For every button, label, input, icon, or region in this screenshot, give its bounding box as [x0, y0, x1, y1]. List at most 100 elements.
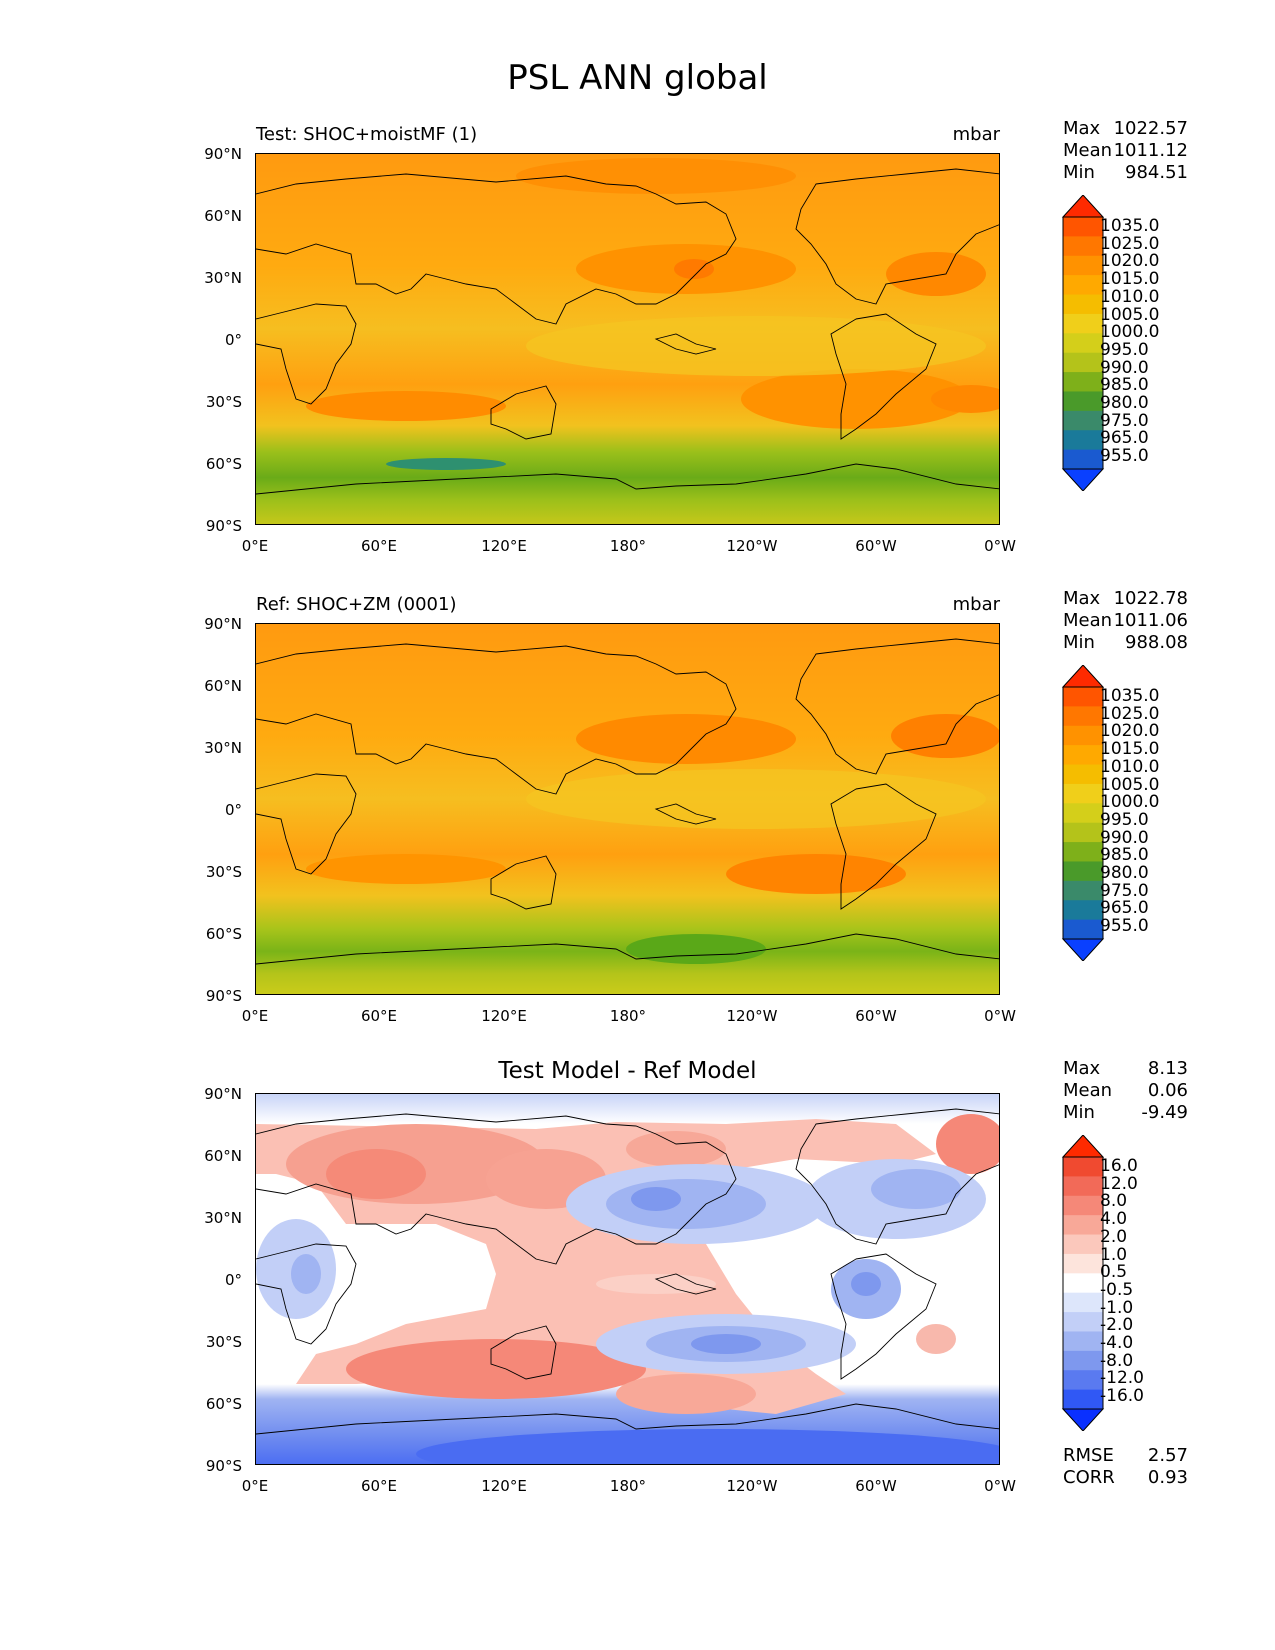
stat-label: Max: [1063, 118, 1101, 139]
colorbar-swatch: [1063, 842, 1103, 862]
lon-tick: 60°W: [855, 1007, 897, 1025]
colorbar-tick-label: 980.0: [1100, 393, 1149, 414]
lat-tick: 90°N: [204, 1085, 242, 1103]
lat-tick: 30°N: [204, 269, 242, 287]
colorbar-swatch: [1063, 1157, 1103, 1177]
colorbar-swatch: [1063, 1215, 1103, 1236]
lat-tick: 60°S: [205, 925, 242, 943]
test-colorbar-labels: 1035.0 1025.0 1020.0 1015.0 1010.0 1005.0 1000…: [1100, 216, 1160, 467]
lon-tick: 120°W: [726, 537, 778, 555]
stat-value: -9.49: [1141, 1102, 1188, 1123]
ref-colorbar: [1060, 664, 1106, 965]
colorbar-swatch: [1063, 313, 1103, 334]
metric-value: 0.93: [1147, 1467, 1188, 1488]
colorbar-swatch: [1063, 1176, 1103, 1197]
colorbar-swatch: [1063, 764, 1103, 785]
colorbar-tick-label: 1015.0: [1100, 739, 1160, 760]
colorbar-swatch: [1063, 706, 1103, 727]
test-map-field: [256, 154, 999, 524]
colorbar-swatch: [1063, 1195, 1103, 1216]
colorbar-swatch: [1063, 687, 1103, 707]
colorbar-swatch: [1063, 1273, 1103, 1294]
colorbar-extension-min: [1061, 1408, 1105, 1432]
lat-tick: 90°S: [205, 517, 242, 535]
colorbar-frame: [1062, 216, 1104, 470]
stat-value: 1011.12: [1113, 140, 1188, 161]
colorbar-frame: [1062, 686, 1104, 940]
colorbar-extension-min: [1061, 938, 1105, 962]
colorbar-tick-label: 1035.0: [1100, 686, 1160, 706]
colorbar-tick-label: 2.0: [1100, 1226, 1128, 1247]
diff-colorbar: [1060, 1134, 1106, 1435]
colorbar-swatch: [1063, 217, 1103, 237]
colorbar-tick-label: 0.5: [1100, 1262, 1128, 1283]
lat-tick: 30°S: [205, 1333, 242, 1351]
stat-label: Max: [1063, 588, 1101, 609]
colorbar-tick-label: -0.5: [1100, 1279, 1134, 1300]
colorbar-swatch: [1063, 783, 1103, 804]
lat-tick: 0°: [224, 1271, 242, 1289]
diff-stats: Max 8.13 Mean 0.06 Min -9.49: [1063, 1058, 1188, 1124]
colorbar-tick-label: 1020.0: [1100, 721, 1160, 742]
colorbar-swatch: [1063, 1253, 1103, 1274]
colorbar-tick-label: 12.0: [1100, 1173, 1138, 1194]
lon-tick: 0°W: [984, 537, 1016, 555]
colorbar-tick-label: 975.0: [1100, 880, 1149, 901]
stat-label: Min: [1063, 162, 1095, 183]
test-colorbar: [1060, 194, 1106, 495]
ref-map-coastlines: [256, 638, 999, 965]
lon-tick: 120°E: [481, 1477, 527, 1495]
lat-tick: 30°S: [205, 393, 242, 411]
colorbar-tick-label: 965.0: [1100, 898, 1149, 919]
diff-map-field: [256, 1094, 999, 1464]
colorbar-swatch: [1063, 372, 1103, 392]
colorbar-tick-label: 990.0: [1100, 357, 1149, 378]
lon-tick: 60°W: [855, 1477, 897, 1495]
colorbar-tick-label: 1000.0: [1100, 322, 1160, 343]
lat-tick: 30°N: [204, 739, 242, 757]
colorbar-tick-label: -12.0: [1100, 1368, 1144, 1389]
colorbar-tick-label: 1035.0: [1100, 216, 1160, 236]
colorbar-tick-label: 985.0: [1100, 845, 1149, 866]
test-panel-units: mbar: [952, 124, 1000, 145]
stat-label: Mean: [1063, 140, 1113, 161]
lat-tick: 90°N: [204, 615, 242, 633]
lat-tick: 60°S: [205, 455, 242, 473]
lat-tick: 0°: [224, 331, 242, 349]
colorbar-swatch: [1063, 880, 1103, 901]
lat-tick: 60°N: [204, 207, 242, 225]
colorbar-swatch: [1063, 275, 1103, 296]
ref-map-field: [256, 624, 999, 994]
ref-map: [255, 623, 1000, 995]
stat-value: 988.08: [1125, 632, 1188, 653]
colorbar-extension-max: [1061, 194, 1105, 218]
test-map: [255, 153, 1000, 525]
colorbar-swatch: [1063, 294, 1103, 315]
colorbar-tick-label: 955.0: [1100, 446, 1149, 467]
ref-stats: Max 1022.78 Mean 1011.06 Min 988.08: [1063, 588, 1188, 654]
stat-value: 984.51: [1125, 162, 1188, 183]
colorbar-tick-label: 995.0: [1100, 339, 1149, 360]
colorbar-swatch: [1063, 1331, 1103, 1352]
lat-tick: 60°N: [204, 1147, 242, 1165]
metric-label: CORR: [1063, 1467, 1115, 1488]
lon-tick: 0°W: [984, 1007, 1016, 1025]
colorbar-tick-label: 1015.0: [1100, 269, 1160, 290]
stat-value: 0.06: [1147, 1080, 1188, 1101]
lon-tick: 0°E: [241, 537, 269, 555]
stat-value: 1011.06: [1113, 610, 1188, 631]
colorbar-tick-label: 1020.0: [1100, 251, 1160, 272]
lat-tick: 90°N: [204, 145, 242, 163]
colorbar-tick-label: -1.0: [1100, 1297, 1134, 1318]
colorbar-tick-label: 1005.0: [1100, 304, 1160, 325]
lon-tick: 180°: [609, 537, 647, 555]
colorbar-tick-label: 995.0: [1100, 809, 1149, 830]
colorbar-tick-label: -16.0: [1100, 1386, 1144, 1407]
lon-tick: 60°E: [360, 1007, 398, 1025]
diff-map: [255, 1093, 1000, 1465]
colorbar-swatch: [1063, 1370, 1103, 1391]
colorbar-swatch: [1063, 1234, 1103, 1255]
lat-tick: 90°S: [205, 987, 242, 1005]
ref-panel-title: Ref: SHOC+ZM (0001): [256, 594, 457, 615]
colorbar-swatch: [1063, 861, 1103, 882]
